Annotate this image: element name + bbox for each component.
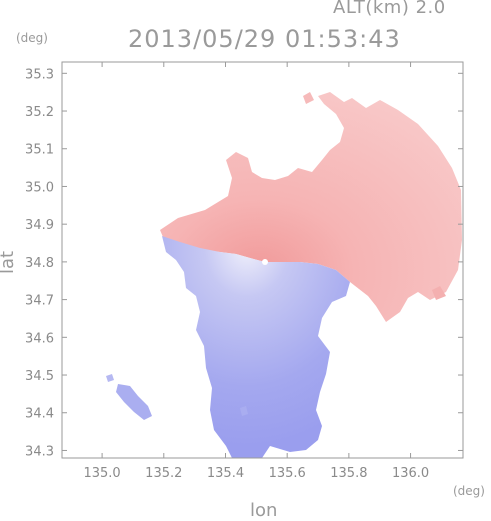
approaching-echo-region — [162, 236, 350, 458]
approaching-echo-cell — [240, 406, 248, 416]
approaching-echo-cell — [116, 384, 152, 420]
timestamp-title: 2013/05/29 01:53:43 — [128, 25, 401, 53]
y-tick-label: 35.3 — [25, 67, 54, 82]
y-tick-label: 34.5 — [25, 369, 54, 384]
altitude-label: ALT(km) 2.0 — [333, 0, 446, 18]
y-tick-label: 35.0 — [25, 180, 54, 195]
approaching-echo-cell — [106, 374, 114, 382]
y-tick-label: 34.7 — [25, 294, 54, 309]
y-tick-label: 35.1 — [25, 143, 54, 158]
lon-unit-label: (deg) — [453, 484, 485, 498]
y-tick-label: 34.3 — [25, 444, 54, 459]
receding-echo-cell — [303, 92, 314, 104]
plot-frame — [61, 61, 464, 459]
receding-echo-region — [160, 92, 462, 322]
x-tick-label: 135.6 — [269, 466, 306, 481]
x-tick-label: 135.4 — [207, 466, 244, 481]
y-tick-label: 34.6 — [25, 331, 54, 346]
x-tick-label: 135.8 — [330, 466, 367, 481]
receding-echo-cell — [432, 286, 446, 300]
radar-site-marker — [262, 259, 268, 265]
x-axis-label: lon — [250, 500, 278, 521]
y-tick-label: 34.9 — [25, 218, 54, 233]
lat-unit-label: (deg) — [16, 31, 48, 45]
y-tick-label: 34.8 — [25, 256, 54, 271]
x-tick-label: 135.0 — [83, 466, 120, 481]
x-tick-label: 136.0 — [392, 466, 429, 481]
y-tick-label: 35.2 — [25, 105, 54, 120]
x-tick-label: 135.2 — [145, 466, 182, 481]
y-tick-label: 34.4 — [25, 407, 54, 422]
